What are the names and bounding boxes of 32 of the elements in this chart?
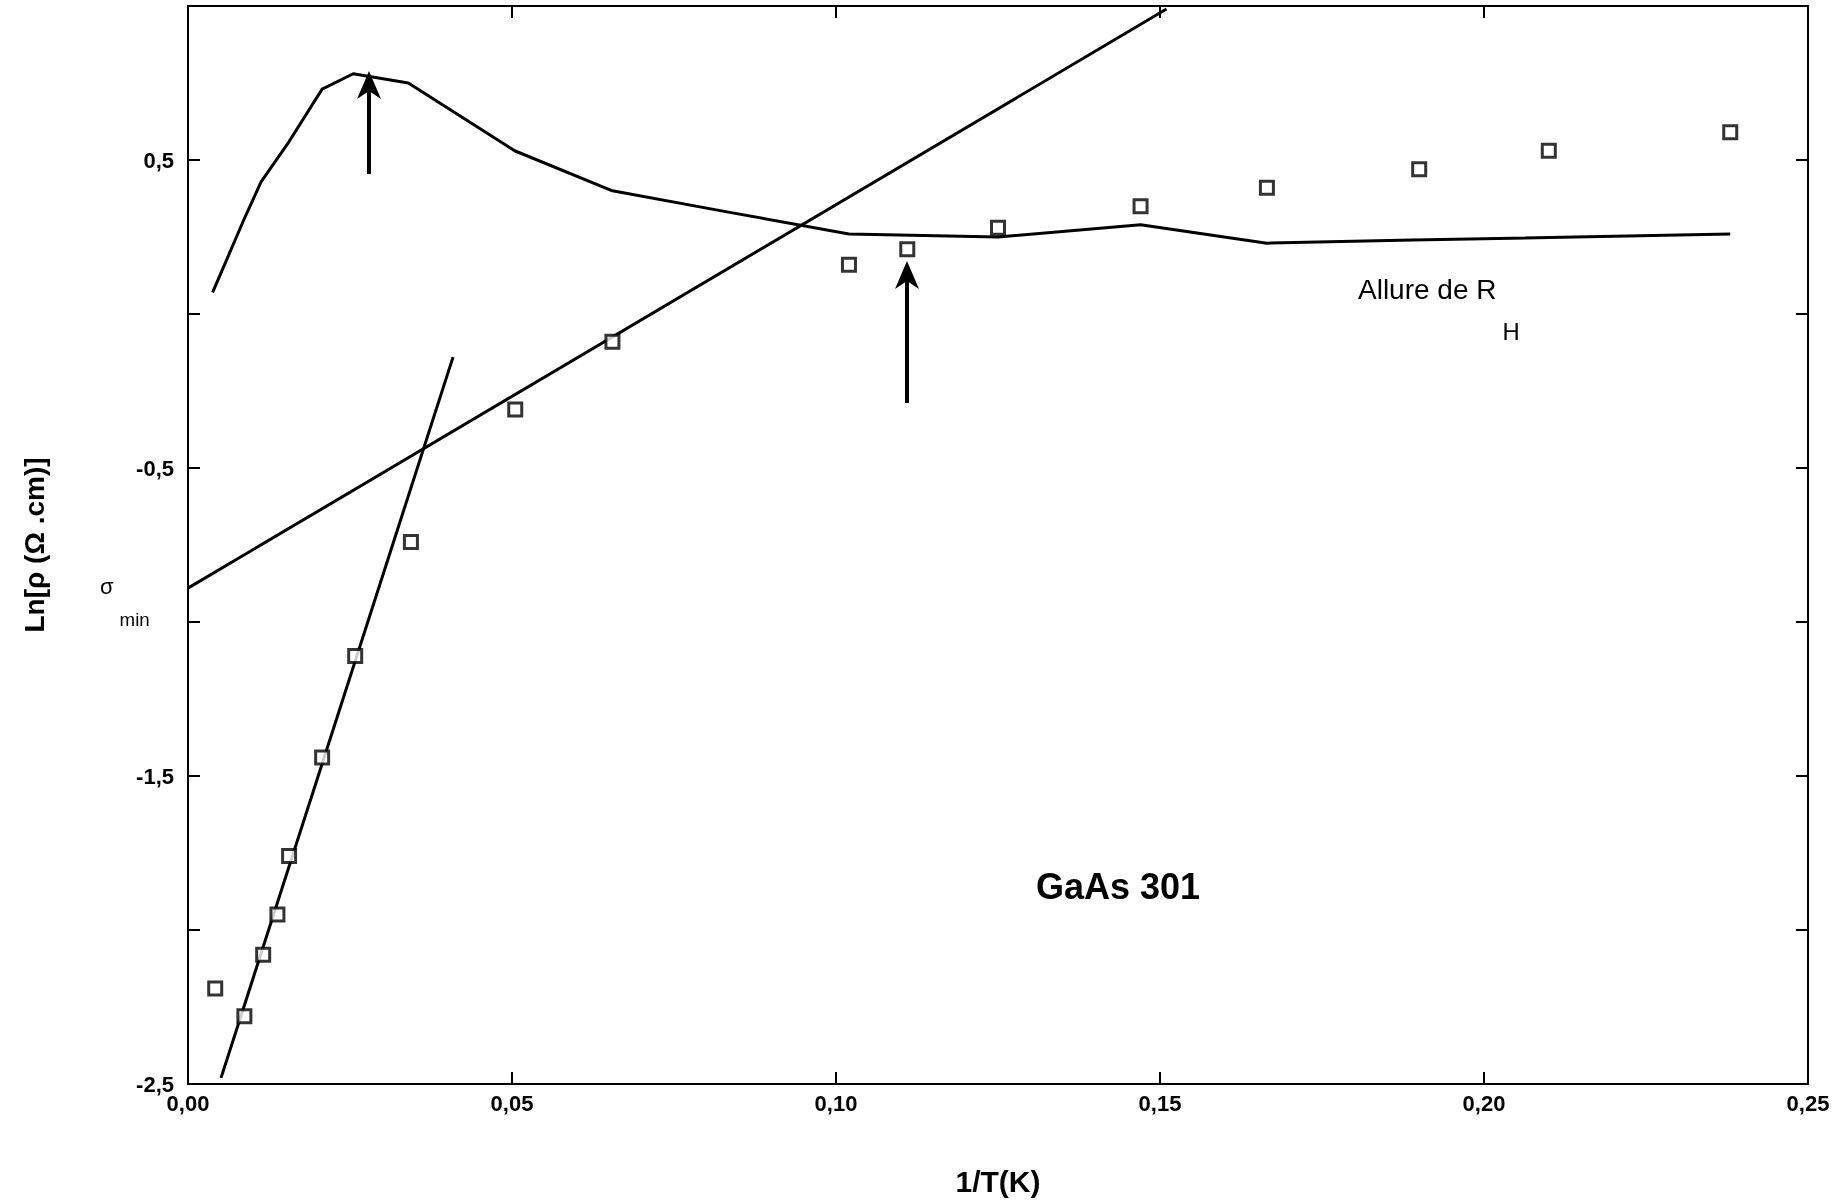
point <box>269 906 286 923</box>
x-axis-title: 1/T(K) <box>955 1164 1041 1198</box>
point <box>236 1008 253 1025</box>
point <box>347 647 364 664</box>
x-tick-label: 0,25 <box>1786 1090 1830 1116</box>
x-tick-label: 0,10 <box>814 1090 858 1116</box>
point <box>899 241 916 258</box>
y-tick-label: -2,5 <box>136 1071 174 1097</box>
x-tick-label: 0,05 <box>490 1090 534 1116</box>
point <box>1258 179 1275 196</box>
point <box>255 946 272 963</box>
point <box>1132 198 1149 215</box>
y-tick-label: 0,5 <box>143 147 174 173</box>
annotation: Allure de RH <box>1358 273 1520 346</box>
point <box>314 749 331 766</box>
y-tick-label: -0,5 <box>136 455 174 481</box>
point <box>604 333 621 350</box>
point <box>507 401 524 418</box>
point <box>402 533 419 550</box>
point <box>990 219 1006 236</box>
y-tick-label: -1,5 <box>136 763 174 789</box>
point <box>207 980 224 997</box>
point <box>1722 124 1739 141</box>
point <box>281 848 298 865</box>
x-tick-label: 0,15 <box>1138 1090 1182 1116</box>
x-tick-label: 0,20 <box>1462 1090 1506 1116</box>
point <box>840 256 857 273</box>
point <box>1540 142 1557 159</box>
text: σmin <box>100 573 150 631</box>
point <box>1411 161 1428 178</box>
y-axis-title: Ln[ρ (Ω .cm)] <box>18 457 50 633</box>
annotation: GaAs 301 <box>1036 865 1201 907</box>
